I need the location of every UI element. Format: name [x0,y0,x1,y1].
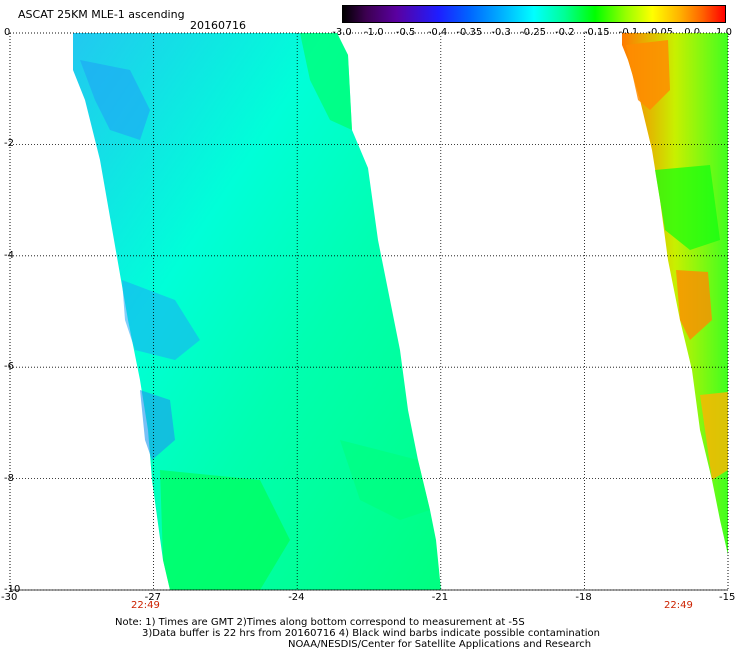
pass-time-left: 22:49 [131,600,160,611]
colorbar-label: -3.0 [332,27,352,38]
x-tick-label: -21 [431,592,449,603]
note-line-1: Note: 1) Times are GMT 2)Times along bot… [115,617,525,628]
colorbar-label: -0.05 [647,27,674,38]
colorbar-label: 0.0 [684,27,701,38]
product-date: 20160716 [190,19,246,32]
colorbar-label: -0.5 [395,27,416,38]
colorbar-label: -0.35 [456,27,483,38]
swath-right [622,33,728,555]
y-tick-label: -4 [4,249,14,261]
colorbar-label: -0.1 [618,27,639,38]
colorbar-label: -0.4 [427,27,448,38]
colorbar-label: -0.2 [555,27,575,38]
note-line-2: 3)Data buffer is 22 hrs from 20160716 4)… [142,628,600,639]
colorbar [342,5,726,23]
colorbar-label: -0.15 [583,27,610,38]
note-line-3: NOAA/NESDIS/Center for Satellite Applica… [288,639,592,650]
colorbar-label: -0.25 [520,27,546,38]
x-tick-label: -18 [575,592,592,603]
product-title: ASCAT 25KM MLE-1 ascending [18,8,185,21]
x-tick-label: -15 [719,592,736,603]
x-tick-label: -24 [288,592,305,603]
colorbar-label: -1.0 [364,27,384,38]
x-tick-label: -30 [1,592,18,603]
y-tick-label: 0 [4,27,11,38]
colorbar-label: -0.3 [491,27,511,38]
y-tick-label: -2 [4,138,14,150]
x-tick-label: -27 [144,592,161,603]
swath-main [73,33,441,590]
y-tick-label: -10 [4,584,21,595]
pass-time-right: 22:49 [664,600,693,611]
colorbar-label: 1.0 [716,27,732,38]
y-tick-label: -6 [4,361,14,373]
y-tick-label: -8 [4,472,14,484]
